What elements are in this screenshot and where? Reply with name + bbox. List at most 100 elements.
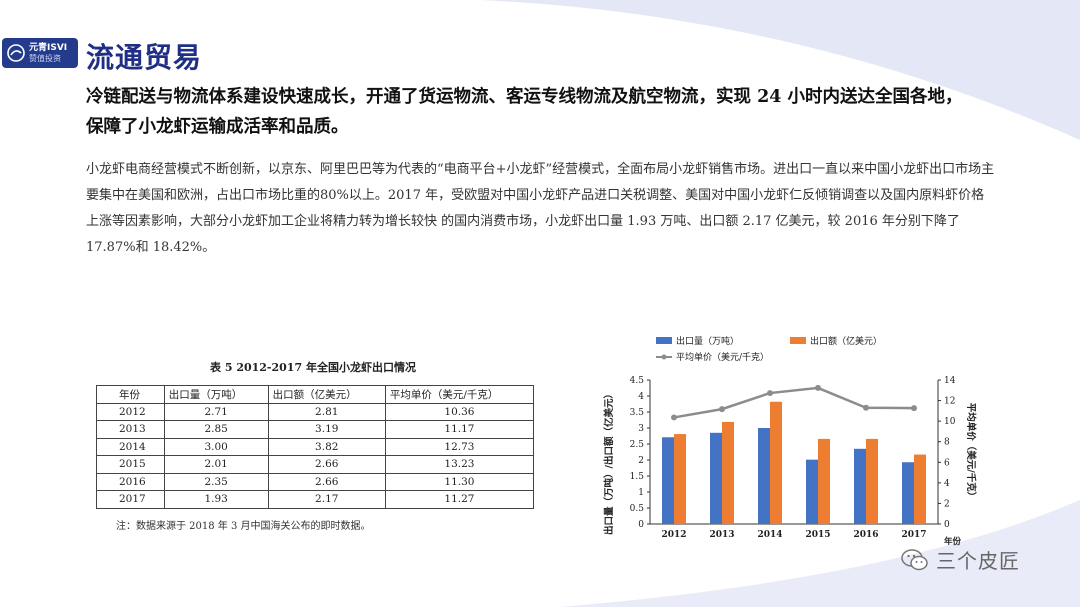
x-tick-label: 2016	[853, 530, 878, 540]
table-row: 2014 3.00 3.82 12.73	[96, 437, 535, 456]
table-cell: 12.73	[384, 437, 535, 456]
y-tick-label-left: 4	[638, 392, 644, 402]
table-note: 注：数据来源于 2018 年 3 月中国海关公布的即时数据。	[116, 521, 371, 532]
table-cell: 2.35	[163, 472, 269, 491]
table-cell: 3.19	[267, 420, 386, 439]
point-price	[911, 405, 917, 412]
table-cell: 2014	[96, 437, 165, 456]
y-tick-label-right: 0	[944, 520, 950, 530]
table-cell: 2.71	[163, 402, 269, 421]
legend-label-volume: 出口量（万吨）	[676, 335, 739, 347]
table-row: 2013 2.85 3.19 11.17	[96, 420, 535, 439]
y-tick-label-left: 0.5	[630, 504, 645, 514]
table-cell: 11.17	[384, 420, 535, 439]
bar-value	[674, 434, 686, 524]
export-combo-chart: 出口量（万吨） 出口额（亿美元） 平均单价（美元/千克） 0 0.5 1 1.5 2 2.5 3 3…	[603, 335, 977, 547]
point-price	[815, 384, 821, 391]
table-cell: 2.81	[267, 402, 386, 421]
legend-marker-price	[661, 354, 667, 360]
y-tick-label-left: 3	[638, 424, 644, 434]
x-axis-title: 年份	[944, 536, 962, 547]
bar-value	[866, 438, 878, 524]
table-row: 2015 2.01 2.66 13.23	[96, 455, 535, 474]
bar-volume	[806, 459, 818, 524]
legend-label-value: 出口额（亿美元）	[810, 335, 882, 347]
y-tick-label-right: 8	[944, 438, 950, 448]
wechat-icon	[901, 548, 928, 570]
point-price	[719, 406, 725, 413]
y-tick-label-left: 4.5	[630, 376, 645, 386]
table-cell: 2.85	[163, 420, 269, 439]
table-cell: 2.66	[267, 455, 386, 474]
table-row: 2016 2.35 2.66 11.30	[96, 472, 535, 491]
table-header-cell: 出口额（亿美元）	[267, 385, 386, 404]
bar-volume	[710, 432, 722, 524]
table-title: 表 5 2012-2017 年全国小龙虾出口情况	[210, 361, 416, 374]
x-tick-label: 2012	[661, 530, 686, 540]
page-title: 流通贸易	[86, 41, 203, 74]
table-row: 2017 1.93 2.17 11.27	[96, 490, 535, 509]
x-tick-label: 2017	[901, 530, 926, 540]
y-tick-label-left: 2	[638, 456, 644, 466]
bar-value	[818, 438, 830, 524]
point-price	[671, 414, 677, 421]
table-cell: 2015	[96, 455, 165, 474]
brand-logo: 元青ISVI 赞值投资	[2, 38, 78, 68]
logo-line1: 元青ISVI	[29, 42, 68, 53]
table-cell: 11.27	[384, 490, 535, 509]
watermark: 三个皮匠	[900, 545, 1020, 574]
table-cell: 10.36	[384, 402, 535, 421]
table-row: 2012 2.71 2.81 10.36	[96, 402, 535, 421]
x-tick-label: 2015	[805, 530, 830, 540]
table-cell: 2017	[96, 490, 165, 509]
export-table: 年份 出口量（万吨） 出口额（亿美元） 平均单价（美元/千克） 2012 2.7…	[96, 385, 535, 509]
bar-volume	[662, 437, 674, 524]
y-tick-label-right: 10	[944, 417, 956, 427]
bar-volume	[758, 428, 770, 524]
table-cell: 13.23	[384, 455, 535, 474]
table-cell: 11.30	[384, 472, 535, 491]
table-header-row: 年份 出口量（万吨） 出口额（亿美元） 平均单价（美元/千克）	[96, 385, 535, 404]
lead-statement: 冷链配送与物流体系建设快速成长，开通了货运物流、客运专线物流及航空物流，实现 2…	[86, 87, 963, 137]
y-tick-label-right: 14	[944, 376, 956, 386]
y-tick-label-left: 0	[638, 520, 644, 530]
table-cell: 2013	[96, 420, 165, 439]
bar-value	[770, 401, 782, 524]
legend-swatch-value	[790, 337, 806, 344]
logo-icon	[7, 44, 25, 62]
y-tick-label-left: 2.5	[630, 440, 645, 450]
logo-line2: 赞值投资	[29, 53, 61, 63]
table-header-cell: 平均单价（美元/千克）	[384, 385, 535, 404]
table-cell: 3.00	[163, 437, 269, 456]
legend-swatch-volume	[656, 337, 672, 344]
legend-label-price: 平均单价（美元/千克）	[676, 351, 769, 363]
watermark-text: 三个皮匠	[936, 549, 1020, 573]
point-price	[767, 390, 773, 397]
x-tick-label: 2013	[709, 530, 734, 540]
table-cell: 2.01	[163, 455, 269, 474]
y-tick-label-right: 4	[944, 479, 950, 489]
table-cell: 2016	[96, 472, 165, 491]
table-cell: 2.66	[267, 472, 386, 491]
x-tick-label: 2014	[757, 530, 782, 540]
y-tick-label-left: 3.5	[630, 408, 645, 418]
y-tick-label-left: 1.5	[630, 472, 645, 482]
table-cell: 2012	[96, 402, 165, 421]
y-tick-label-right: 12	[944, 397, 955, 407]
table-cell: 3.82	[267, 437, 386, 456]
body-paragraph: 小龙虾电商经营模式不断创新，以京东、阿里巴巴等为代表的“电商平台+小龙虾”经营模…	[86, 162, 995, 255]
bar-value	[914, 454, 926, 524]
line-price	[673, 386, 915, 419]
bar-volume	[902, 462, 914, 524]
y-axis-title-left: 出口量（万吨）/出口额（亿美元）	[603, 389, 615, 535]
y-tick-label-right: 2	[944, 499, 950, 509]
table-cell: 1.93	[163, 490, 269, 509]
y-tick-label-right: 6	[944, 458, 950, 468]
point-price	[863, 404, 869, 411]
table-header-cell: 年份	[96, 385, 165, 404]
bar-volume	[854, 448, 866, 524]
table-header-cell: 出口量（万吨）	[163, 385, 269, 404]
table-cell: 2.17	[267, 490, 386, 509]
y-tick-label-left: 1	[638, 488, 644, 498]
